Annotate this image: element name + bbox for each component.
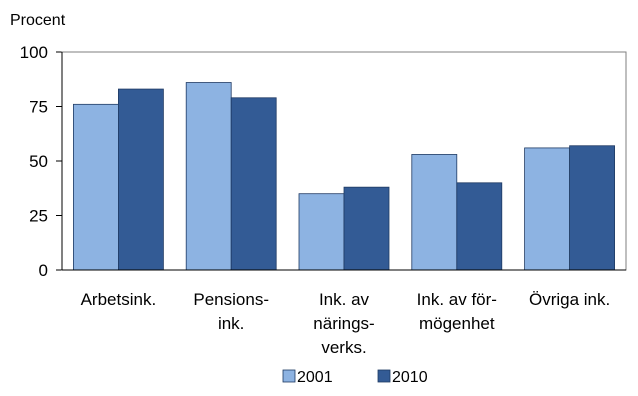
bar-2001-1 [185,82,232,271]
bar-2001-3 [411,154,458,271]
bar-2001-2 [298,193,345,271]
bar-2010-4 [569,145,615,271]
y-axis-ticks: 0 25 50 75 100 [20,43,62,280]
bar-2010-1 [230,97,277,271]
y-axis-label: Procent [10,12,66,29]
bar-2001-0 [73,103,119,271]
bar-2010-3 [456,182,503,271]
y-tick-label: 25 [29,207,48,226]
plot-frame [61,51,627,271]
y-tick-label: 50 [29,152,48,171]
x-tick-label: Ink. av för- [417,290,497,309]
x-tick-label: Övriga ink. [529,290,610,309]
x-tick-label: närings- [313,314,374,333]
bar-2010-0 [118,88,164,271]
y-tick-label: 0 [39,261,48,280]
legend: 2001 2010 [282,369,428,386]
legend-label-2010: 2010 [392,369,428,386]
category-labels: Arbetsink. Pensions-ink. Ink. av närings-ve… [81,290,611,357]
bar-2001-4 [524,147,570,271]
x-tick-label: Pensions- [193,290,269,309]
bars [73,82,615,271]
x-tick-label: Arbetsink. [81,290,157,309]
bar-2010-2 [343,186,390,271]
legend-label-2001: 2001 [297,369,333,386]
y-tick-label: 75 [29,98,48,117]
legend-swatch-2001 [282,369,296,383]
y-tick-label: 100 [20,43,48,62]
legend-swatch-2010 [377,369,391,383]
x-tick-label: verks. [321,338,366,357]
x-tick-label: ink. [218,314,244,333]
x-tick-label: Ink. av [319,290,370,309]
x-tick-label: mögenhet [419,314,495,333]
